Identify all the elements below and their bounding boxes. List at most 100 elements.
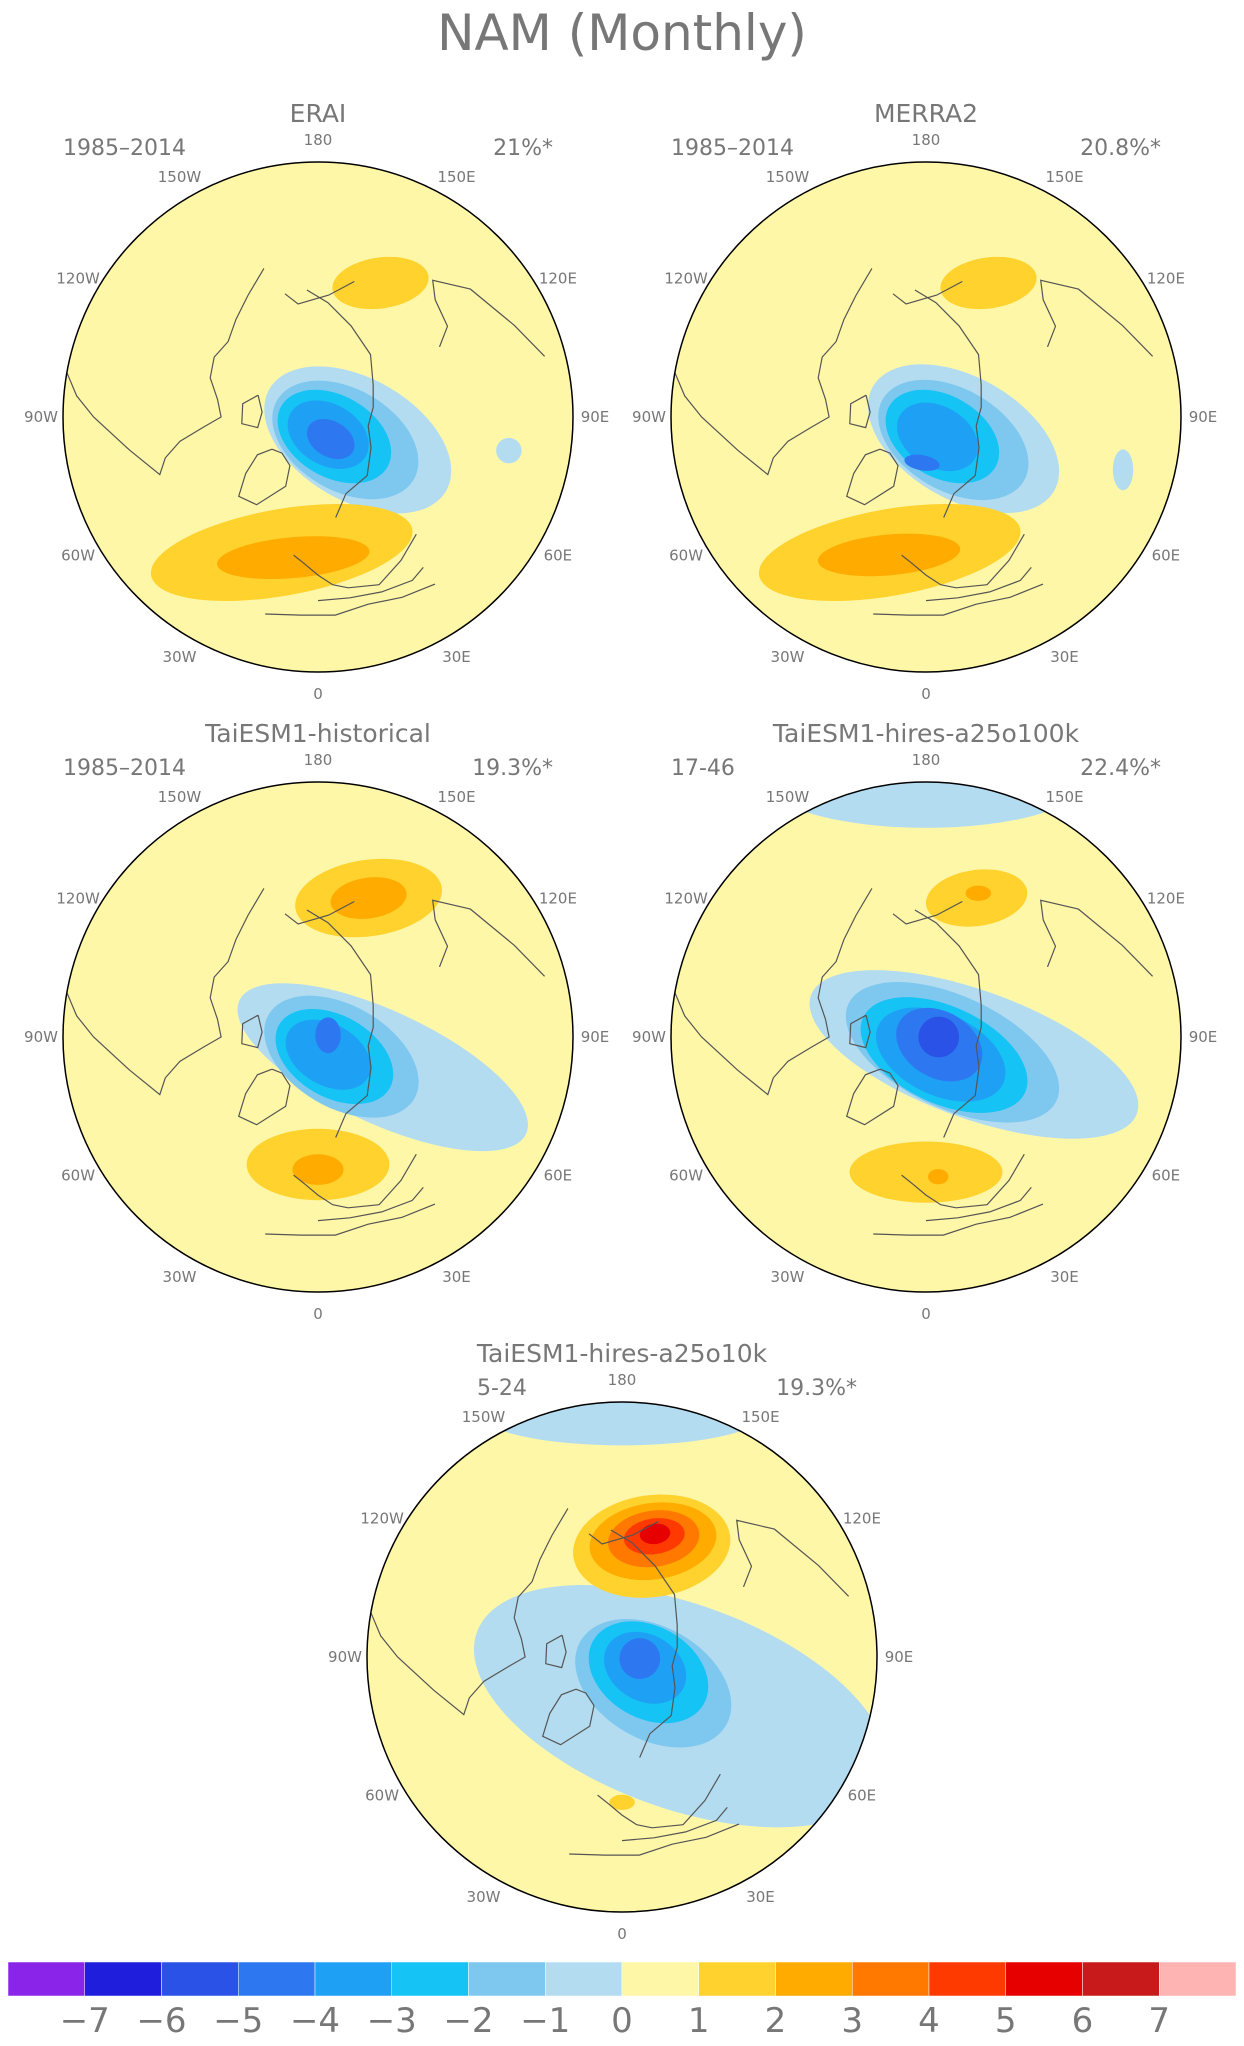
panel-4-coastline-7	[892, 900, 963, 925]
panel-5-lon-label-0: 0	[617, 1925, 627, 1943]
panel-3-contour-5	[315, 1017, 341, 1054]
panel-4-contour-7	[918, 1016, 960, 1058]
panel-4-lon-label-120w: 120W	[664, 890, 708, 908]
panel-5-lon-label-90e: 90E	[885, 1648, 914, 1666]
colorbar-swatch	[1159, 1961, 1237, 1997]
panel-3-lon-label-30w: 30W	[163, 1268, 197, 1286]
panel-1-period: 1985–2014	[63, 136, 186, 161]
panel-1-lon-label-60e: 60E	[544, 547, 573, 565]
panel-5-lon-label-60e: 60E	[848, 1787, 877, 1805]
panel-3-coastline-5	[265, 1203, 436, 1236]
panel-1-coastline-2	[237, 448, 291, 506]
panel-5-coastlines	[370, 1508, 850, 1856]
colorbar-swatch	[161, 1961, 239, 1997]
panel-3-contour-4	[285, 1019, 371, 1090]
panel-2-coastline-9	[925, 567, 1032, 602]
panel-2-coastline-4	[901, 533, 1025, 589]
panel-3-coastline-7	[284, 900, 355, 925]
panel-2-lon-label-60w: 60W	[669, 547, 703, 565]
panel-1-map	[63, 162, 573, 672]
panel-3-coastline-9	[317, 1187, 424, 1222]
panel-2-coastline-8	[849, 394, 871, 429]
panel-3: 180 150E 120E 90E 60E 30E 0 30W 60W 90W 120W 150W Ta…	[24, 719, 609, 1323]
panel-1-contour-8	[216, 536, 370, 580]
panel-2-border	[670, 161, 1182, 673]
colorbar-swatch	[545, 1961, 623, 1997]
panel-1-title: ERAI	[290, 99, 347, 128]
panel-3-coastline-1	[66, 888, 265, 1096]
panel-5-coastline-8	[545, 1634, 567, 1669]
panel-4-contour-9	[965, 885, 992, 901]
panel-3-lon-label-120e: 120E	[539, 890, 577, 908]
panel-5-lon-label-150w: 150W	[462, 1408, 506, 1426]
colorbar-swatch	[621, 1961, 699, 1997]
panel-2-period: 1985–2014	[671, 136, 794, 161]
panel-4-lon-label-60w: 60W	[669, 1167, 703, 1185]
panel-3-lon-label-180: 180	[304, 751, 333, 769]
panel-1-lon-label-60w: 60W	[61, 547, 95, 565]
panel-3-coastlines	[66, 888, 546, 1236]
panel-2-contour-6	[940, 256, 1037, 310]
colorbar-tick-label: −6	[136, 2001, 186, 2041]
panel-1-coastline-1	[66, 268, 265, 476]
panel-2-variance: 20.8%*	[1080, 136, 1161, 161]
panel-1-coastline-6	[431, 279, 546, 357]
colorbar-tick-label: 3	[841, 2001, 863, 2041]
panel-5-border	[366, 1401, 878, 1913]
panel-2-lon-label-90w: 90W	[632, 408, 666, 426]
colorbar-swatch	[84, 1961, 162, 1997]
colorbar-tick-label: 6	[1072, 2001, 1094, 2041]
panel-2-contour-4	[896, 402, 979, 472]
panel-2-contour-8	[817, 533, 961, 577]
panel-2-lon-label-120w: 120W	[664, 270, 708, 288]
panel-5-contour-12	[609, 1794, 635, 1810]
colorbar-tick-label: −7	[60, 2001, 110, 2041]
panels: 180 150E 120E 90E 60E 30E 0 30W 60W 90W 120W 150W ER…	[24, 99, 1217, 1943]
colorbar-swatch	[238, 1961, 316, 1997]
colorbar-swatch	[314, 1961, 392, 1997]
panel-2: 180 150E 120E 90E 60E 30E 0 30W 60W 90W 120W 150W ME…	[632, 99, 1217, 703]
panel-3-coastline-6	[431, 899, 546, 977]
panel-2-contour-9	[1112, 449, 1134, 491]
panel-2-coastlines	[674, 268, 1154, 616]
colorbar-tick-label: −5	[213, 2001, 263, 2041]
panel-1-lon-label-150e: 150E	[437, 168, 475, 186]
panel-1-coastline-9	[317, 567, 424, 602]
panel-2-lon-label-30e: 30E	[1050, 648, 1079, 666]
panel-2-coastline-2	[845, 448, 899, 506]
panel-1-coastline-8	[241, 394, 263, 429]
panel-3-coastline-8	[241, 1014, 263, 1049]
panel-3-lon-label-150w: 150W	[158, 788, 202, 806]
panel-4-period: 17-46	[671, 756, 735, 781]
panel-5-coastline-1	[370, 1508, 569, 1716]
colorbar-tick-label: 0	[611, 2001, 633, 2041]
panel-4-coastline-4	[901, 1153, 1025, 1209]
panel-3-coastline-3	[306, 909, 374, 1138]
panel-4-coastlines	[674, 888, 1154, 1236]
panel-3-lon-label-30e: 30E	[442, 1268, 471, 1286]
panel-2-coastline-3	[914, 289, 982, 518]
panel-3-contour-7	[330, 877, 407, 919]
panel-2-coastline-5	[873, 583, 1044, 616]
colorbar-swatch	[7, 1961, 85, 1997]
panel-3-lon-label-60w: 60W	[61, 1167, 95, 1185]
panel-1-coastline-3	[306, 289, 374, 518]
panel-5-coastline-2	[541, 1688, 595, 1746]
panel-5-lon-label-180: 180	[608, 1371, 637, 1389]
panel-4-lon-label-150e: 150E	[1045, 788, 1083, 806]
panel-4-title: TaiESM1-hires-a25o100k	[772, 719, 1080, 748]
panel-4-lon-label-90w: 90W	[632, 1028, 666, 1046]
panel-1-lon-label-150w: 150W	[158, 168, 202, 186]
colorbar-tick-label: 5	[995, 2001, 1017, 2041]
panel-5-lon-label-120e: 120E	[843, 1510, 881, 1528]
panel-2-lon-label-150w: 150W	[766, 168, 810, 186]
panel-1-contour-6	[332, 256, 429, 310]
panel-3-map	[63, 782, 573, 1292]
panel-1-lon-label-90w: 90W	[24, 408, 58, 426]
panel-5-lon-label-120w: 120W	[360, 1510, 404, 1528]
colorbar-tick-label: 1	[688, 2001, 710, 2041]
panel-2-title: MERRA2	[874, 99, 978, 128]
panel-4-lon-label-30e: 30E	[1050, 1268, 1079, 1286]
panel-3-lon-label-60e: 60E	[544, 1167, 573, 1185]
panel-2-lon-label-150e: 150E	[1045, 168, 1083, 186]
